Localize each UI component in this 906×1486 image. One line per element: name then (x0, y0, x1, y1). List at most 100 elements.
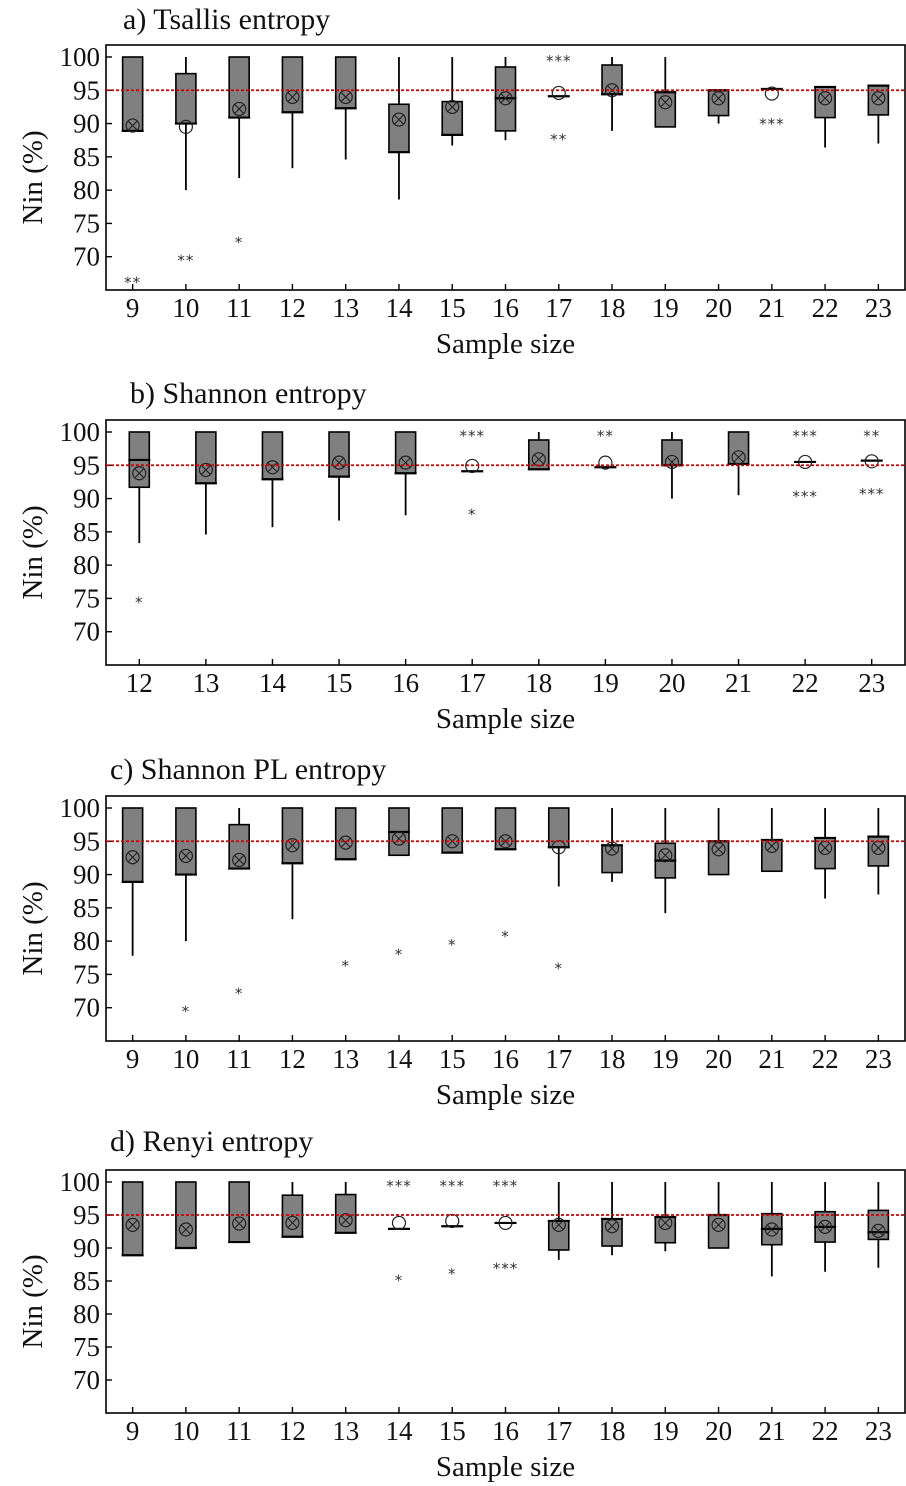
mean-cross (660, 1218, 671, 1228)
box-body (121, 807, 144, 883)
box-14 (261, 431, 284, 528)
x-tick-label: 13 (192, 668, 219, 698)
mean-marker (817, 91, 833, 106)
y-axis-label: Nin (%) (17, 1254, 49, 1348)
box-21 (727, 431, 750, 496)
y-tick-label: 90 (73, 109, 100, 139)
mean-marker (871, 91, 886, 106)
panel-title: c) Shannon PL entropy (110, 753, 387, 786)
mean-cross (287, 840, 298, 851)
outlier-marker: * (395, 1271, 404, 1289)
x-tick-label: 15 (326, 668, 353, 698)
mean-cross (766, 841, 777, 851)
x-tick-label: 19 (652, 1044, 679, 1074)
mean-cross (873, 843, 884, 853)
x-tick-label: 16 (492, 293, 519, 323)
x-tick-label: 14 (385, 293, 413, 323)
box-12 (281, 807, 304, 920)
mean-cross (287, 1218, 298, 1228)
y-tick-label: 75 (73, 583, 100, 613)
mean-marker (658, 848, 673, 863)
y-tick-label: 75 (73, 959, 100, 989)
box-22 (814, 85, 837, 148)
x-tick-label: 18 (599, 293, 626, 323)
box-body (441, 807, 464, 854)
box-15: **** (439, 1177, 464, 1283)
mean-marker (285, 1215, 300, 1231)
mean-cross (733, 452, 744, 463)
box-body (394, 431, 417, 475)
box-23 (867, 808, 890, 895)
outlier-marker: *** (546, 52, 572, 70)
outlier-marker: *** (386, 1177, 412, 1195)
mean-marker (265, 460, 280, 475)
x-tick-label: 20 (705, 1044, 732, 1074)
mean-marker (817, 1219, 833, 1234)
y-axis-label: Nin (%) (17, 505, 49, 599)
x-tick-label: 22 (792, 668, 819, 698)
box-body (654, 91, 677, 128)
y-tick-label: 80 (73, 926, 100, 956)
chart-panel-c: c) Shannon PL entropy 70 75 80 85 90 95 100 9 10… (0, 744, 906, 1116)
x-axis-label: Sample size (436, 703, 575, 735)
mean-cross (134, 468, 145, 479)
outlier-marker: *** (759, 115, 785, 133)
box-15: * (441, 807, 464, 954)
mean-marker (864, 454, 879, 469)
y-tick-label: 100 (60, 793, 101, 823)
x-tick-label: 16 (492, 1416, 519, 1446)
mean-marker (764, 1222, 779, 1237)
mean-cross (766, 1224, 777, 1235)
mean-cross (127, 852, 138, 863)
y-tick-label: 75 (73, 1332, 100, 1362)
box-19 (654, 1182, 677, 1252)
outlier-marker: * (448, 936, 457, 954)
box-19: ** (594, 427, 617, 470)
y-tick-label: 80 (73, 550, 100, 580)
box-20 (707, 1182, 730, 1249)
mean-cross (500, 93, 511, 104)
box-16 (394, 431, 417, 516)
x-tick-label: 18 (599, 1416, 626, 1446)
outlier-marker: *** (493, 1260, 519, 1278)
box-body (707, 840, 730, 876)
mean-marker (764, 86, 779, 101)
outlier-marker: ** (863, 427, 880, 445)
box-16: *** *** (493, 1177, 519, 1278)
box-16 (494, 57, 517, 141)
y-tick-label: 85 (73, 517, 100, 547)
mean-marker (711, 842, 726, 857)
mean-marker (817, 840, 833, 856)
box-21 (760, 1182, 783, 1277)
x-tick-label: 10 (172, 1044, 199, 1074)
mean-cross (127, 120, 138, 131)
panel-title: a) Tsallis entropy (123, 3, 331, 36)
box-12: * (128, 431, 151, 611)
x-tick-label: 23 (865, 1416, 892, 1446)
chart-panel-d: d) Renyi entropy 70 75 80 85 90 95 100 9 10 11 12 1… (0, 1116, 906, 1486)
y-tick-label: 95 (73, 826, 100, 856)
y-tick-label: 90 (73, 1233, 100, 1263)
box-23 (867, 84, 890, 144)
mean-cross (234, 104, 245, 114)
mean-marker (664, 454, 680, 470)
box-body (261, 431, 284, 481)
mean-marker (178, 119, 193, 135)
mean-marker (871, 1223, 886, 1238)
x-tick-label: 22 (812, 1044, 839, 1074)
outlier-marker: * (235, 234, 244, 252)
mean-marker (398, 455, 413, 470)
y-tick-label: 100 (60, 417, 101, 447)
outlier-marker: * (395, 945, 404, 963)
mean-marker (232, 1216, 247, 1231)
y-tick-label: 85 (73, 893, 100, 923)
outlier-marker: * (468, 506, 477, 524)
box-body (727, 431, 750, 465)
mean-cross (820, 843, 830, 853)
x-tick-label: 13 (332, 1044, 359, 1074)
plot-frame (105, 1169, 906, 1414)
mean-marker (764, 838, 779, 854)
mean-cross (607, 843, 617, 854)
mean-marker (658, 95, 673, 110)
